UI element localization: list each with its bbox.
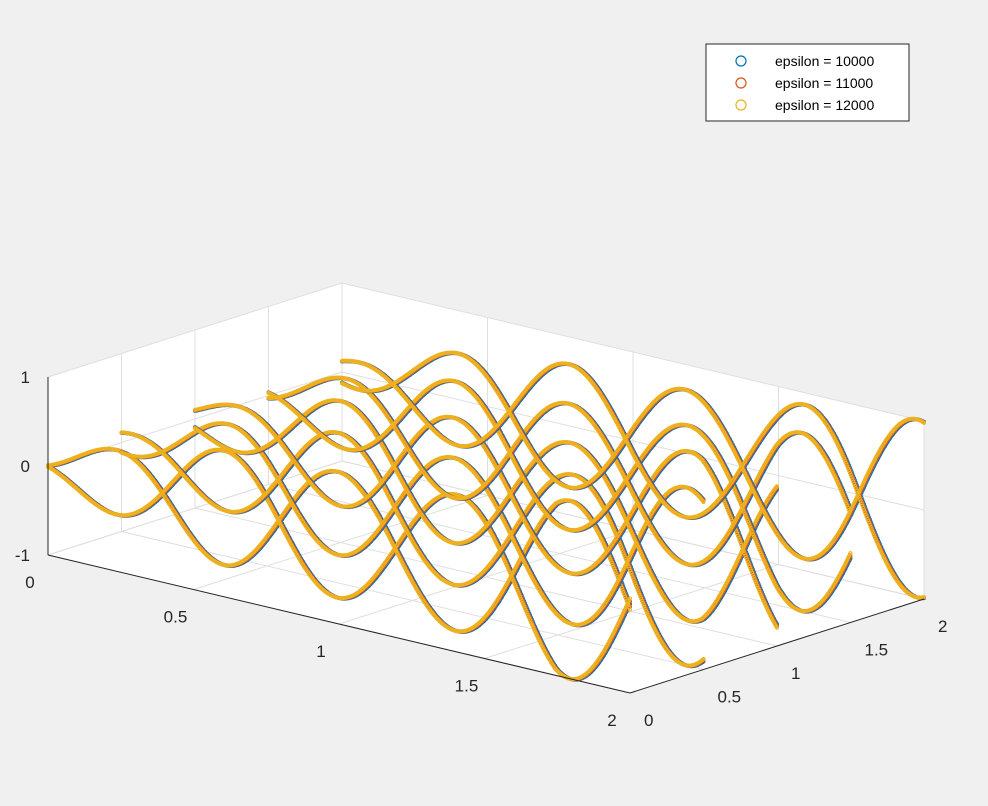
- x-axis-line: [47, 554, 631, 694]
- grid-floor-y: [268, 484, 851, 623]
- series-2-trace-2: [193, 398, 780, 630]
- series-2-trace-0: [46, 446, 633, 682]
- y-tick-label: 1: [791, 664, 800, 683]
- scatter-points: [46, 350, 927, 682]
- y-tick-label: 0: [644, 711, 653, 730]
- grid-floor-y: [194, 507, 778, 647]
- scatter-markers: [46, 446, 633, 682]
- trace-y-1.5: [266, 375, 853, 614]
- z-tick-label: 1: [21, 368, 30, 387]
- y-tick-label: 0.5: [718, 688, 742, 707]
- trace-y-0: [46, 446, 633, 682]
- legend-entry-11000: epsilon = 11000: [775, 75, 873, 91]
- scatter-markers: [340, 350, 927, 600]
- y-axis-line: [629, 598, 925, 694]
- scatter-markers: [266, 375, 853, 614]
- x-tick-label: 0: [25, 573, 34, 592]
- legend-entry-10000: epsilon = 10000: [775, 53, 874, 69]
- x-tick-label: 2: [607, 711, 616, 730]
- y-tick-label: 1.5: [865, 641, 889, 660]
- trace-y-1: [193, 398, 780, 630]
- grid-left-z: [47, 460, 343, 556]
- y-tick-label: 2: [938, 617, 947, 636]
- x-tick-label: 1: [316, 642, 325, 661]
- grid-back-z: [341, 371, 925, 511]
- series-2-trace-4: [340, 350, 927, 600]
- grid-back-z: [341, 282, 925, 422]
- trace-y-0.5: [119, 421, 706, 669]
- z-tick-label: 0: [21, 457, 30, 476]
- legend-marker-11000: [735, 77, 747, 89]
- legend-entry-12000: epsilon = 12000: [775, 97, 874, 113]
- legend-marker-12000: [735, 99, 747, 111]
- axes-lines: [47, 377, 925, 694]
- legend: epsilon = 10000 epsilon = 11000 epsilon …: [705, 43, 910, 122]
- z-tick-label: -1: [15, 546, 30, 565]
- tick-labels: 0 0.5 1 1.5 2 0 0.5 1 1.5 2 -1 0 1: [15, 368, 948, 730]
- trace-y-2: [340, 350, 927, 601]
- x-tick-label: 0.5: [164, 608, 188, 627]
- x-tick-label: 1.5: [455, 677, 479, 696]
- series-2-trace-3: [266, 375, 853, 614]
- legend-marker-10000: [735, 55, 747, 67]
- scatter-markers: [193, 398, 780, 630]
- grid-left-z: [47, 282, 343, 378]
- legend-box: [705, 43, 910, 122]
